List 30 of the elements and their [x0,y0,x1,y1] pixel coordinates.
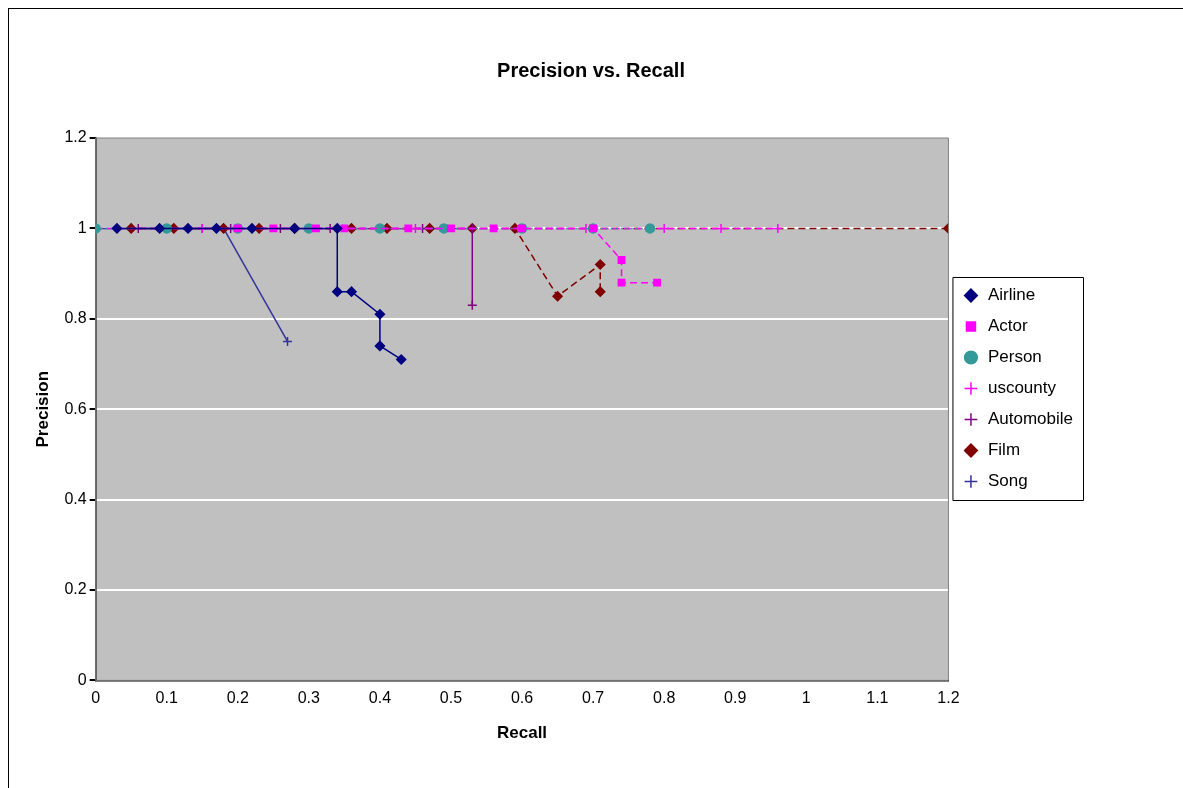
y-tick-label: 0 [77,670,87,688]
x-tick-label: 1 [801,689,811,707]
legend-label: Automobile [987,409,1074,429]
x-tick-label: 1.1 [866,689,889,707]
y-tick-label: 1.2 [64,128,87,146]
x-tick-label: 0.8 [653,689,676,707]
legend-label: uscounty [987,378,1057,398]
x-tick-label: 0.6 [510,689,534,707]
y-tick-label: 0.8 [64,309,87,327]
y-axis-title: Precision [32,370,52,448]
x-tick-label: 0.5 [439,689,463,707]
chart-title: Precision vs. Recall [497,58,685,81]
x-tick-label: 0.7 [581,689,605,707]
x-tick-label: 0.2 [226,689,249,707]
legend-label: Film [987,440,1021,460]
x-tick-label: 1.2 [937,689,960,707]
legend-label: Airline [987,285,1036,305]
x-tick-label: 0.9 [724,689,747,707]
x-tick-label: 0 [91,689,101,707]
x-tick-label: 0.1 [155,689,178,707]
x-tick-label: 0.3 [297,689,321,707]
y-tick-label: 0.4 [64,490,87,508]
y-tick-label: 1 [77,218,87,236]
y-tick-label: 0.6 [64,399,87,417]
legend-label: Person [987,347,1042,367]
x-axis-title: Recall [497,723,548,743]
x-tick-label: 0.4 [368,689,392,707]
legend-label: Actor [987,316,1028,336]
legend-label: Song [987,471,1028,491]
y-tick-label: 0.2 [64,580,87,598]
